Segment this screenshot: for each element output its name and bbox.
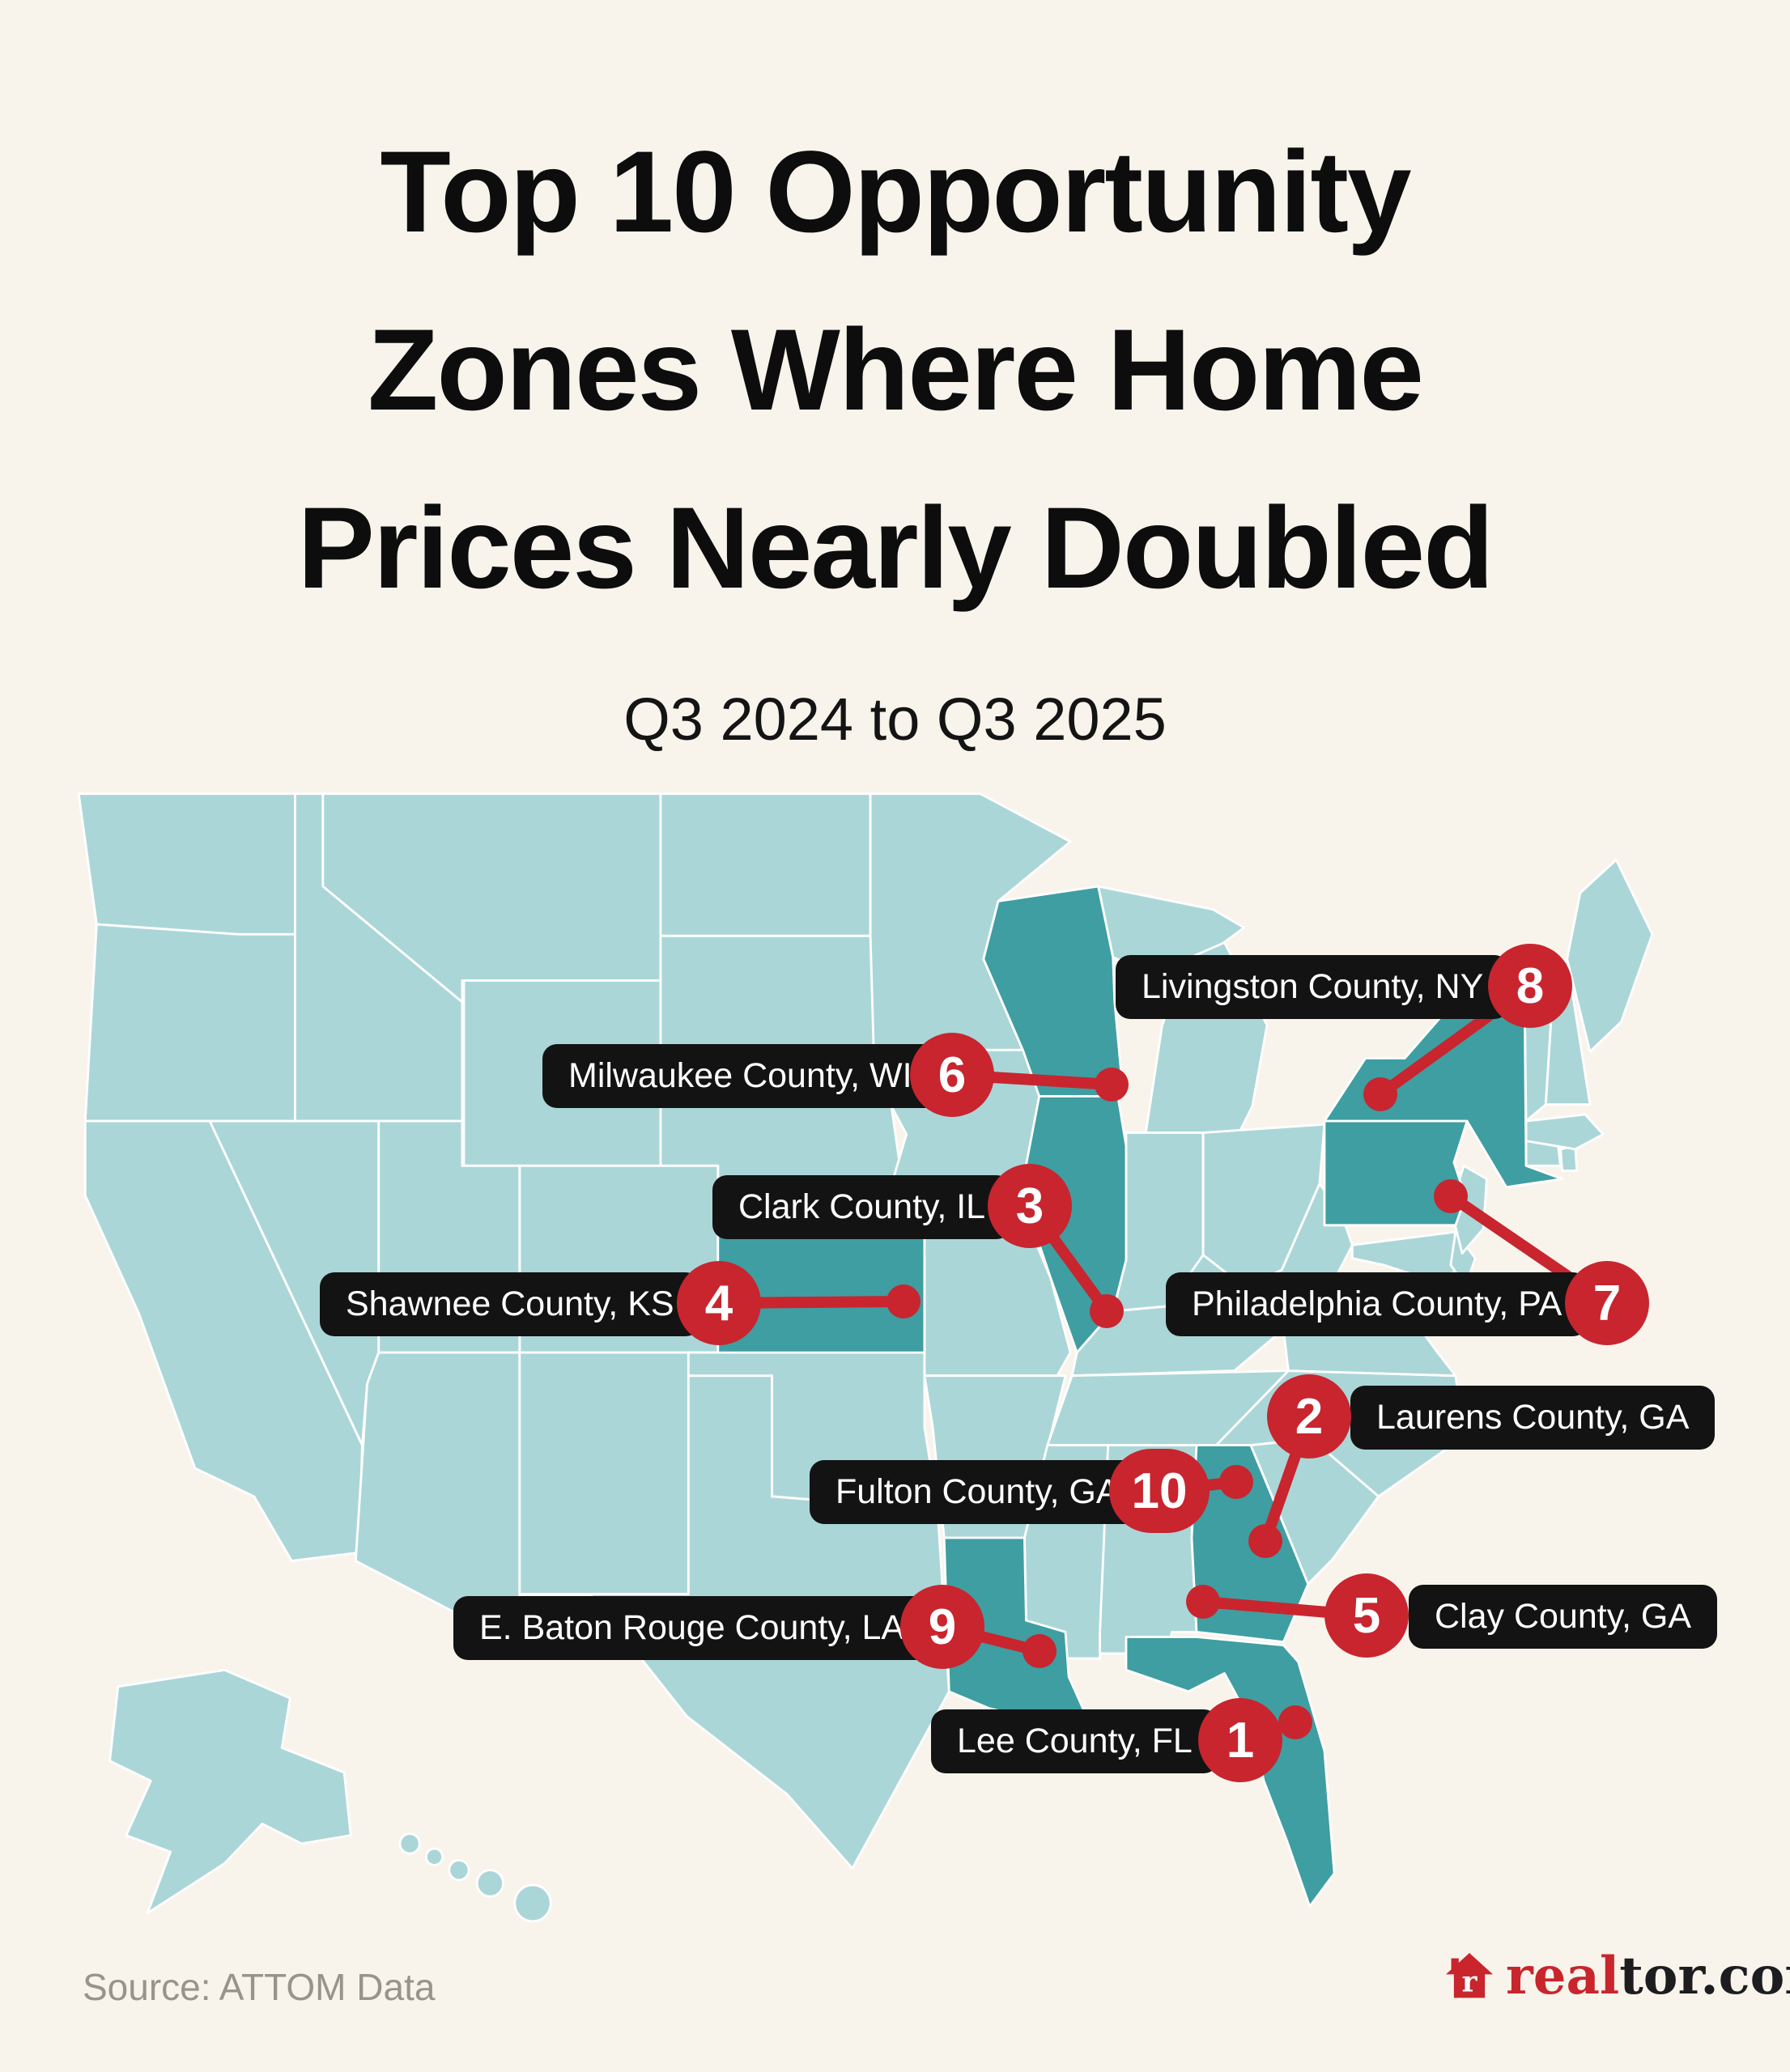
state-washington	[77, 792, 296, 940]
title-line-1: Top 10 Opportunity	[380, 128, 1411, 257]
map-label-milwaukee-county-wi: Milwaukee County, WI	[542, 1044, 938, 1108]
rank-badge-4: 4	[677, 1261, 761, 1345]
state-florida	[1125, 1636, 1336, 1908]
map-label-fulton-county-ga: Fulton County, GA	[810, 1460, 1146, 1524]
map-label-livingston-county-ny: Livingston County, NY	[1116, 955, 1510, 1019]
state-hawaii	[398, 1832, 552, 1923]
us-map	[77, 792, 1654, 1923]
map-label-laurens-county-ga: Laurens County, GA	[1350, 1386, 1716, 1450]
map-label-clark-county-il: Clark County, IL	[712, 1175, 1012, 1239]
map-label-shawnee-county-ks: Shawnee County, KS	[320, 1272, 700, 1336]
map-label-clay-county-ga: Clay County, GA	[1409, 1585, 1718, 1649]
realtor-house-icon: r	[1445, 1952, 1494, 1998]
map-label-philadelphia-county-pa: Philadelphia County, PA	[1166, 1272, 1588, 1336]
map-label-e-baton-rouge-county-la: E. Baton Rouge County, LA	[453, 1596, 931, 1660]
source-attribution: Source: ATTOM Data	[83, 1966, 436, 2008]
page-title: Top 10 Opportunity Zones Where Home Pric…	[0, 104, 1790, 639]
rank-badge-1: 1	[1198, 1698, 1282, 1782]
house-letter: r	[1462, 1965, 1478, 1998]
title-line-2: Zones Where Home	[368, 306, 1424, 435]
state-massachusetts	[1524, 1113, 1605, 1151]
rank-badge-5: 5	[1324, 1573, 1409, 1658]
rank-badge-9: 9	[900, 1585, 984, 1669]
realtor-com-wordmark: realtor.com®	[1506, 1946, 1790, 2006]
map-label-lee-county-fl: Lee County, FL	[931, 1709, 1218, 1773]
subtitle-date-range: Q3 2024 to Q3 2025	[623, 686, 1167, 753]
rank-badge-10: 10	[1109, 1449, 1210, 1533]
state-oregon	[83, 923, 296, 1123]
state-pennsylvania	[1323, 1119, 1469, 1227]
state-north-dakota	[659, 792, 872, 937]
rank-badge-8: 8	[1488, 944, 1572, 1028]
realtor-com-logo: r realtor.com®	[1443, 1946, 1790, 2007]
title-line-3: Prices Nearly Doubled	[297, 484, 1495, 614]
state-alaska	[108, 1668, 352, 1915]
rank-badge-7: 7	[1565, 1261, 1649, 1345]
state-arizona	[354, 1351, 521, 1619]
rank-badge-3: 3	[988, 1164, 1072, 1248]
rank-badge-2: 2	[1267, 1374, 1351, 1458]
state-maine	[1566, 858, 1654, 1053]
rank-badge-6: 6	[910, 1033, 994, 1117]
